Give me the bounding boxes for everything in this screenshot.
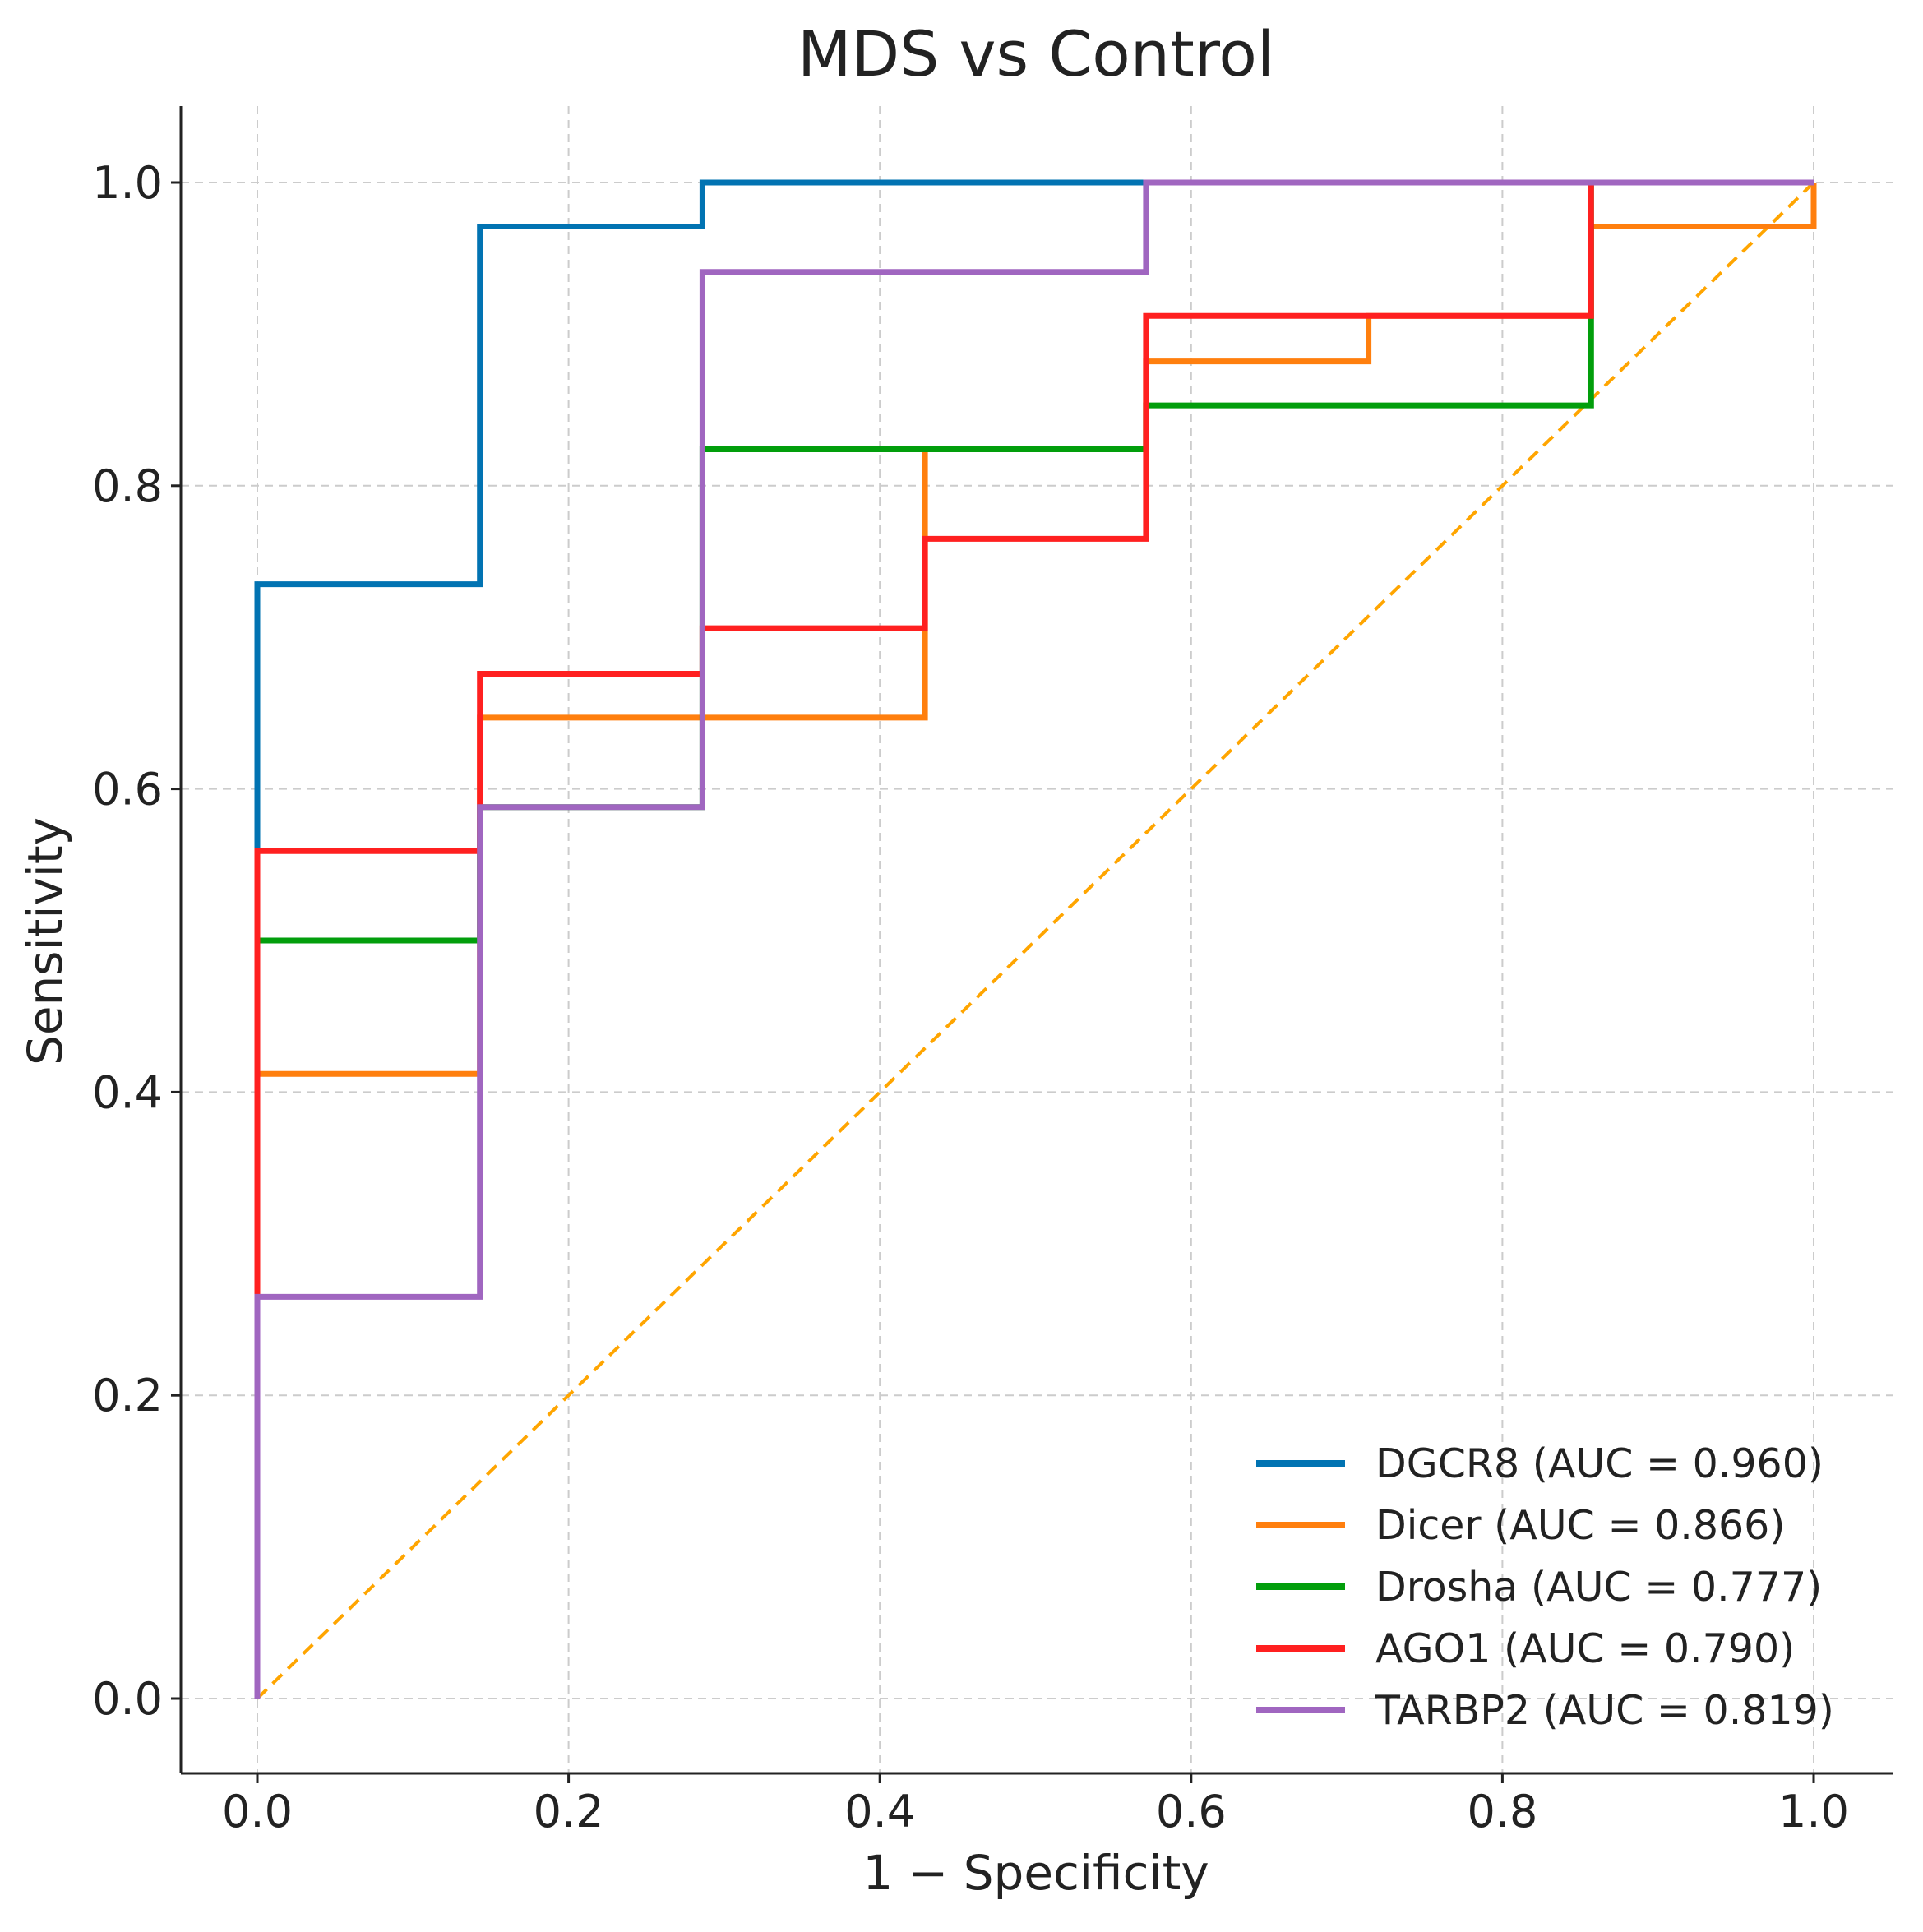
legend-label: DGCR8 (AUC = 0.960) <box>1375 1440 1824 1487</box>
x-tick-label: 0.4 <box>844 1786 915 1837</box>
y-tick-label: 0.0 <box>92 1673 163 1725</box>
axes <box>179 106 1893 1775</box>
roc-curve-dgcr8 <box>254 179 1814 1699</box>
legend-label: Drosha (AUC = 0.777) <box>1375 1564 1822 1611</box>
grid <box>181 106 1893 1773</box>
x-ticks: 0.0 0.2 0.4 0.6 0.8 1.0 <box>222 1773 1849 1837</box>
x-tick-label: 0.8 <box>1467 1786 1537 1837</box>
series-group <box>254 179 1817 1699</box>
y-ticks: 0.0 0.2 0.4 0.6 0.8 1.0 <box>92 157 181 1725</box>
chart-title: MDS vs Control <box>797 17 1274 90</box>
x-axis-label: 1 − Specificity <box>862 1845 1209 1901</box>
x-tick-label: 1.0 <box>1778 1786 1849 1837</box>
legend-label: TARBP2 (AUC = 0.819) <box>1375 1687 1834 1734</box>
y-tick-label: 0.6 <box>92 764 163 816</box>
x-tick-label: 0.0 <box>222 1786 293 1837</box>
legend-label: AGO1 (AUC = 0.790) <box>1375 1625 1795 1672</box>
legend-label: Dicer (AUC = 0.866) <box>1375 1502 1785 1549</box>
legend: DGCR8 (AUC = 0.960) Dicer (AUC = 0.866) Dr… <box>1256 1440 1834 1734</box>
y-tick-label: 0.2 <box>92 1370 163 1421</box>
x-tick-label: 0.6 <box>1156 1786 1227 1837</box>
y-axis-label: Sensitivity <box>17 817 73 1065</box>
roc-curve-tarbp2 <box>254 179 1814 1699</box>
y-tick-label: 1.0 <box>92 157 163 209</box>
y-tick-label: 0.4 <box>92 1066 163 1118</box>
x-tick-label: 0.2 <box>534 1786 604 1837</box>
y-tick-label: 0.8 <box>92 460 163 512</box>
